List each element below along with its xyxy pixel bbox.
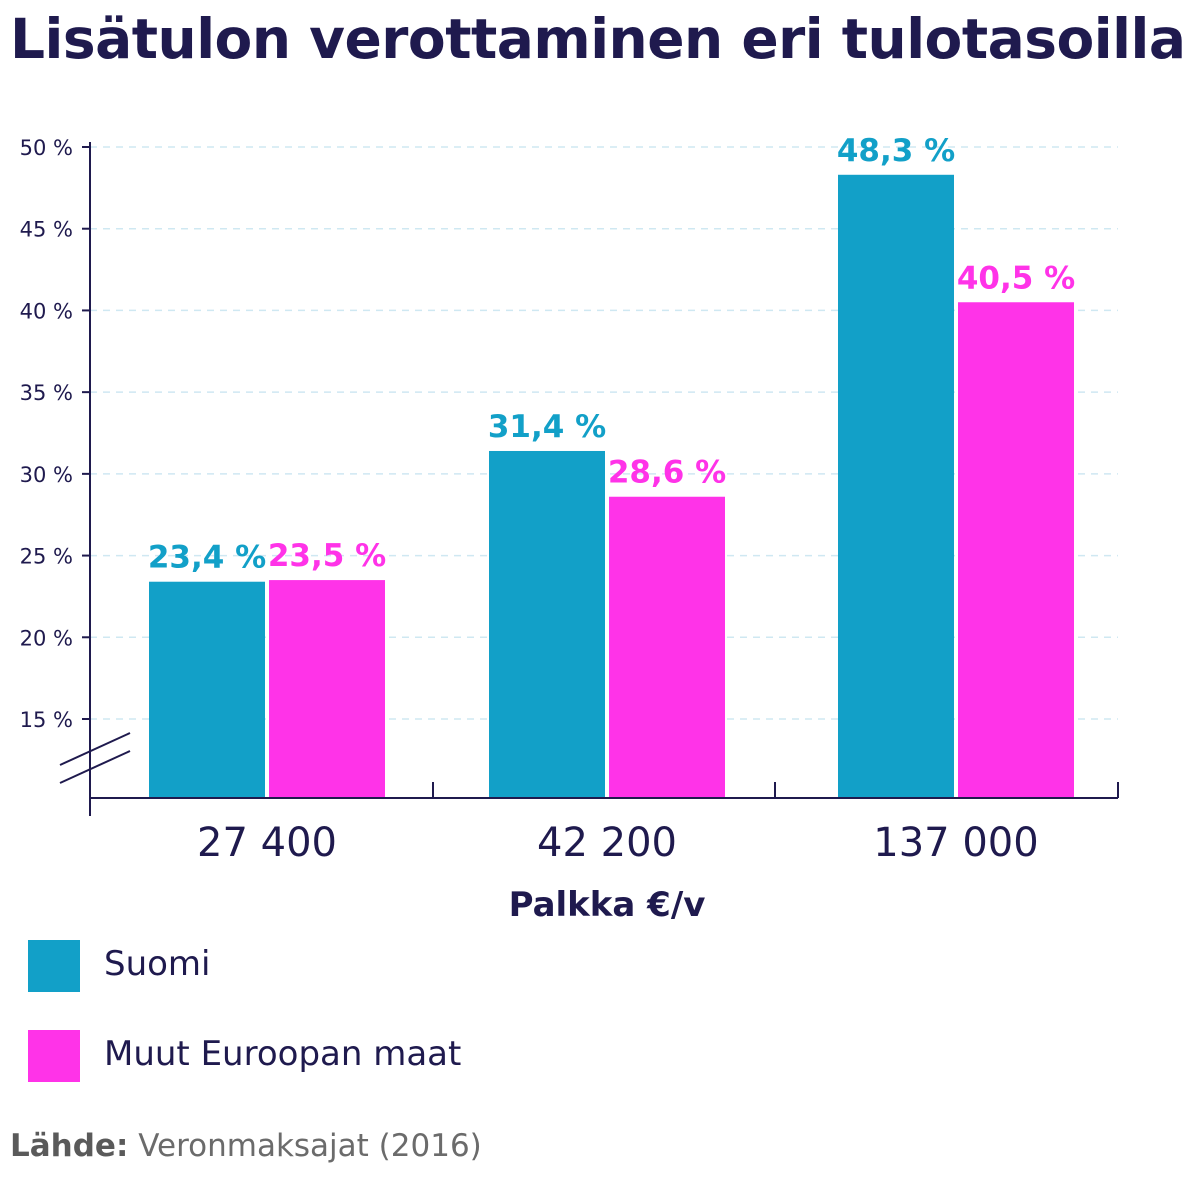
x-tick-label: 137 000: [873, 820, 1038, 866]
data-label: 48,3 %: [837, 133, 955, 169]
bars: [149, 174, 1074, 799]
y-tick-label: 45 %: [20, 218, 73, 242]
x-axis-label: Palkka €/v: [509, 885, 706, 925]
bar-suomi: [149, 581, 265, 798]
legend-label-suomi: Suomi: [104, 944, 211, 984]
y-tick-label: 30 %: [20, 463, 73, 487]
data-label: 23,4 %: [148, 540, 266, 576]
bar-suomi: [838, 174, 954, 799]
source-prefix: Lähde:: [10, 1128, 129, 1164]
data-label: 23,5 %: [268, 538, 386, 574]
axes: [59, 142, 1119, 816]
y-tick-label: 15 %: [20, 708, 73, 732]
bar-muut-euroopan-maat: [958, 302, 1074, 798]
legend-swatch-muut-euroopan-maat: [28, 1030, 80, 1082]
source-note: Lähde: Veronmaksajat (2016): [10, 1128, 482, 1164]
chart-title: Lisätulon verottaminen eri tulotasoilla: [10, 7, 1186, 71]
source-text: Veronmaksajat (2016): [128, 1128, 482, 1164]
data-label: 31,4 %: [488, 409, 606, 445]
data-label: 40,5 %: [957, 260, 1075, 296]
legend-label-muut-euroopan-maat: Muut Euroopan maat: [104, 1034, 462, 1074]
axis-break-mark: [59, 750, 131, 784]
bar-chart: 15 % 20 % 25 % 30 % 35 % 40 % 45 % 50 % 23,4 % 31…: [20, 133, 1119, 925]
x-tick-label: 27 400: [197, 820, 337, 866]
x-tick-label: 42 200: [537, 820, 677, 866]
y-tick-label: 20 %: [20, 626, 73, 650]
legend-swatch-suomi: [28, 940, 80, 992]
y-tick-label: 50 %: [20, 136, 73, 160]
axis-break-mark: [59, 732, 131, 766]
y-tick-label: 40 %: [20, 299, 73, 323]
bar-muut-euroopan-maat: [609, 496, 725, 798]
labels: 15 % 20 % 25 % 30 % 35 % 40 % 45 % 50 % 23,4 % 31…: [20, 133, 1076, 925]
y-tick-label: 25 %: [20, 545, 73, 569]
y-tick-label: 35 %: [20, 381, 73, 405]
bar-muut-euroopan-maat: [269, 580, 385, 798]
data-label: 28,6 %: [608, 455, 726, 491]
bar-suomi: [489, 450, 605, 798]
